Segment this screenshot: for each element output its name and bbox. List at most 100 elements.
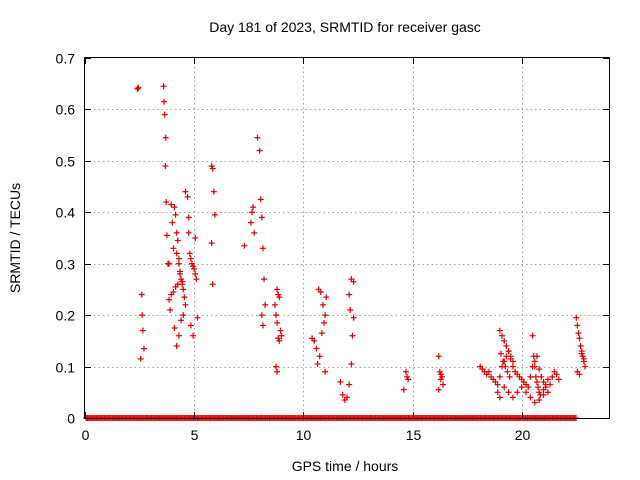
data-point (175, 260, 182, 267)
data-point (262, 301, 269, 308)
data-point (549, 373, 556, 380)
data-point (323, 294, 330, 301)
axis-ticks: 0 0.1 0.2 0.3 0.4 0.5 0.6 0.7 0 5 10 15 20 (56, 51, 609, 443)
data-point (161, 111, 168, 118)
data-point (518, 384, 525, 391)
data-point (180, 312, 187, 319)
data-point (276, 337, 283, 344)
data-point (314, 361, 321, 367)
data-point (161, 98, 168, 105)
data-point (544, 389, 551, 396)
data-point (537, 391, 544, 398)
data-point (576, 371, 583, 378)
y-tick-label: 0.7 (56, 51, 76, 67)
data-point (494, 381, 501, 388)
data-point (540, 386, 547, 393)
y-tick-label: 0.1 (56, 360, 76, 376)
data-point (168, 201, 175, 208)
data-point (573, 314, 580, 321)
data-point (172, 283, 179, 290)
data-point (538, 373, 545, 380)
data-point (553, 371, 560, 378)
data-point (254, 134, 261, 141)
data-point (167, 307, 174, 313)
data-point (261, 276, 268, 283)
data-point (576, 335, 583, 342)
data-point (437, 376, 444, 383)
data-point (171, 325, 178, 331)
data-point (271, 301, 278, 308)
data-point (170, 245, 177, 252)
data-point (276, 294, 283, 301)
data-point (505, 348, 512, 355)
data-point (350, 278, 357, 285)
data-point (181, 294, 188, 301)
y-tick-label: 0.5 (56, 154, 76, 170)
data-point (509, 363, 516, 370)
data-point (578, 350, 585, 357)
data-point (163, 232, 170, 239)
data-point (211, 211, 218, 218)
x-axis-label: GPS time / hours (292, 458, 399, 474)
data-point (134, 85, 141, 92)
data-point (168, 291, 175, 298)
data-point (529, 332, 536, 339)
y-tick-label: 0 (67, 411, 75, 427)
data-point (166, 296, 173, 303)
data-point (176, 268, 183, 275)
plot-frame (84, 57, 610, 419)
data-point (191, 265, 198, 272)
data-point (501, 337, 508, 344)
y-tick-label: 0.6 (56, 102, 76, 118)
data-point (278, 332, 285, 339)
data-point (175, 255, 182, 262)
data-point (502, 363, 509, 370)
data-point (180, 286, 187, 293)
data-point (533, 379, 540, 385)
data-point (405, 376, 412, 383)
x-tick-label: 20 (515, 427, 531, 443)
data-point (337, 379, 344, 385)
data-point (247, 219, 254, 226)
data-point (193, 276, 200, 283)
data-point (190, 332, 197, 339)
data-point (536, 397, 543, 403)
data-point (192, 271, 199, 277)
data-point (349, 332, 356, 339)
data-point (192, 235, 199, 241)
data-point (506, 373, 513, 380)
data-point (435, 353, 442, 360)
chart-title: Day 181 of 2023, SRMTID for receiver gas… (209, 19, 481, 35)
data-point (163, 199, 170, 205)
data-point (494, 389, 501, 396)
data-point (182, 188, 189, 195)
data-point (210, 188, 217, 195)
data-point (208, 240, 215, 247)
data-point (542, 381, 549, 388)
data-point (209, 165, 216, 172)
data-point (160, 83, 167, 90)
data-point (179, 278, 186, 285)
data-point (507, 353, 514, 360)
data-point (250, 204, 257, 211)
data-point (311, 337, 318, 344)
y-tick-label: 0.2 (56, 308, 76, 324)
data-point (531, 358, 538, 365)
data-point (173, 250, 180, 257)
data-point (140, 345, 147, 352)
data-point (555, 376, 562, 383)
data-point (499, 332, 506, 339)
data-point (440, 381, 447, 388)
data-point (496, 373, 503, 380)
scatter-marks (83, 83, 588, 421)
data-point (544, 376, 551, 383)
data-point (259, 245, 266, 252)
data-point (536, 366, 543, 373)
data-point (346, 291, 353, 298)
data-point (350, 314, 357, 321)
data-point (505, 389, 512, 396)
data-point (257, 196, 264, 203)
data-point (256, 147, 263, 154)
data-point (251, 229, 258, 236)
